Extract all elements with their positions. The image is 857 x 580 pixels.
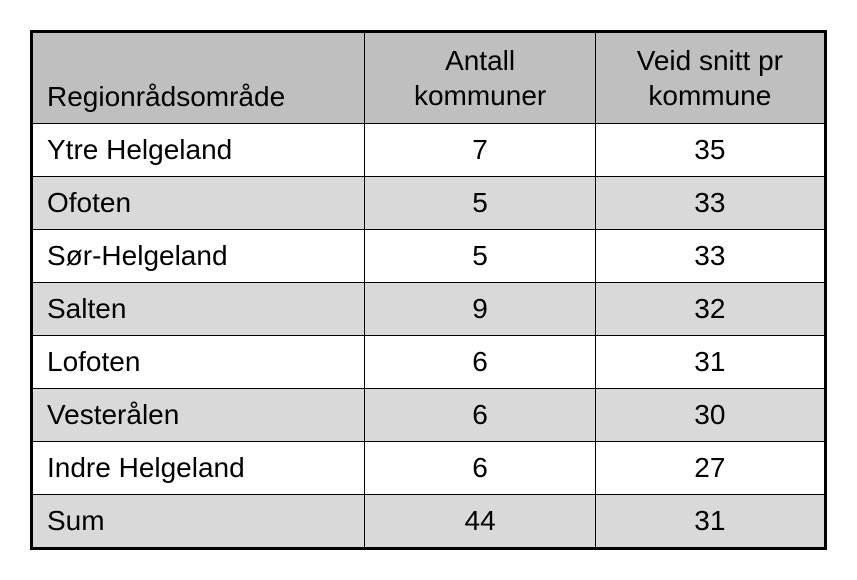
- cell-snitt: 31: [595, 495, 825, 549]
- header-kommuner: Antallkommuner: [365, 32, 595, 124]
- cell-kommuner: 9: [365, 283, 595, 336]
- cell-kommuner: 6: [365, 336, 595, 389]
- cell-snitt: 30: [595, 389, 825, 442]
- cell-region: Salten: [32, 283, 365, 336]
- cell-snitt: 33: [595, 230, 825, 283]
- table-row: Lofoten631: [32, 336, 826, 389]
- table-header: Regionrådsområde Antallkommuner Veid sni…: [32, 32, 826, 124]
- header-region: Regionrådsområde: [32, 32, 365, 124]
- cell-region: Lofoten: [32, 336, 365, 389]
- table-row: Indre Helgeland627: [32, 442, 826, 495]
- cell-kommuner: 7: [365, 124, 595, 177]
- cell-snitt: 35: [595, 124, 825, 177]
- header-snitt: Veid snitt prkommune: [595, 32, 825, 124]
- cell-region: Indre Helgeland: [32, 442, 365, 495]
- table-row: Ytre Helgeland735: [32, 124, 826, 177]
- cell-kommuner: 5: [365, 177, 595, 230]
- table-body: Ytre Helgeland735Ofoten533Sør-Helgeland5…: [32, 124, 826, 549]
- cell-kommuner: 44: [365, 495, 595, 549]
- cell-snitt: 32: [595, 283, 825, 336]
- table-row: Sør-Helgeland533: [32, 230, 826, 283]
- table-row: Vesterålen630: [32, 389, 826, 442]
- table-row: Salten932: [32, 283, 826, 336]
- cell-region: Sum: [32, 495, 365, 549]
- region-table: Regionrådsområde Antallkommuner Veid sni…: [30, 30, 827, 550]
- cell-snitt: 31: [595, 336, 825, 389]
- table-row: Sum4431: [32, 495, 826, 549]
- cell-region: Ytre Helgeland: [32, 124, 365, 177]
- cell-kommuner: 6: [365, 442, 595, 495]
- cell-snitt: 27: [595, 442, 825, 495]
- cell-kommuner: 6: [365, 389, 595, 442]
- cell-kommuner: 5: [365, 230, 595, 283]
- cell-region: Vesterålen: [32, 389, 365, 442]
- cell-region: Sør-Helgeland: [32, 230, 365, 283]
- table-row: Ofoten533: [32, 177, 826, 230]
- header-row: Regionrådsområde Antallkommuner Veid sni…: [32, 32, 826, 124]
- cell-region: Ofoten: [32, 177, 365, 230]
- cell-snitt: 33: [595, 177, 825, 230]
